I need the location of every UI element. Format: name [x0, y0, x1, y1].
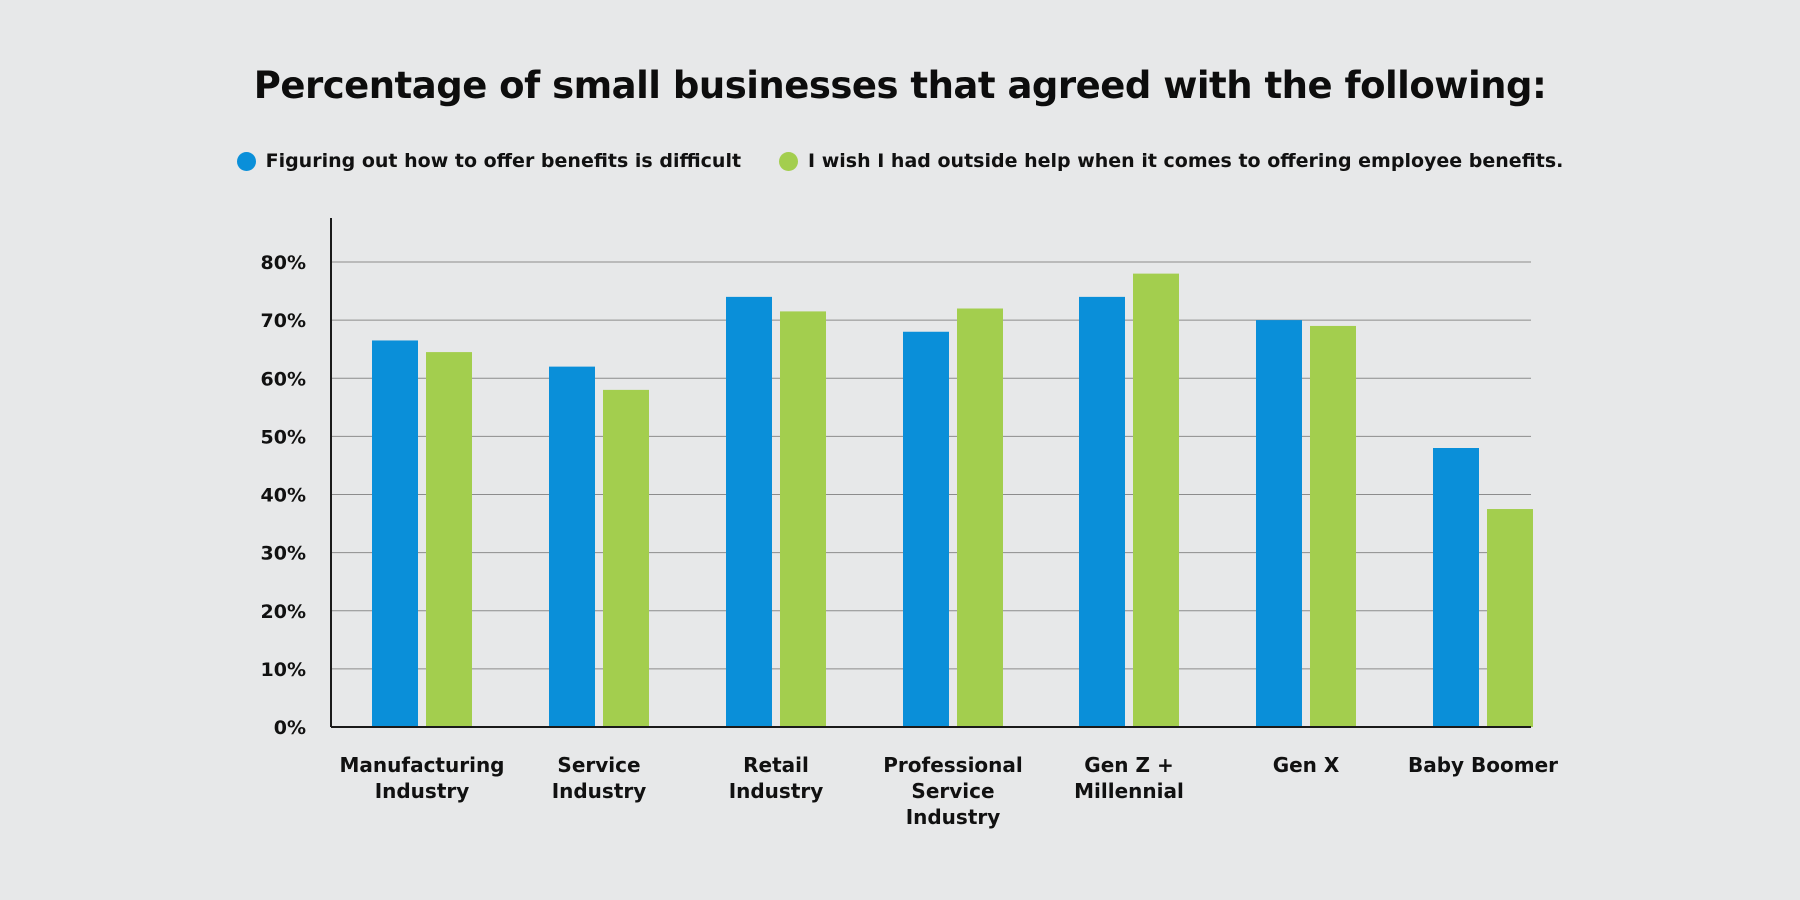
y-tick-label: 0%: [274, 717, 306, 739]
x-category-label-line: Professional: [883, 753, 1023, 777]
x-category-label-line: Manufacturing: [340, 753, 505, 777]
x-category-label: Baby Boomer: [1408, 753, 1558, 777]
y-tick-label: 30%: [261, 543, 306, 565]
y-tick-label: 50%: [261, 426, 306, 448]
bar-difficult: [1433, 448, 1479, 727]
x-category-label: Manufacturing Industry: [340, 753, 505, 803]
legend-item-difficult: Figuring out how to offer benefits is di…: [236, 150, 742, 172]
x-category-label-line: Service: [911, 779, 994, 803]
x-category-label: Gen X: [1273, 753, 1340, 777]
x-category-label: Retail Industry: [729, 753, 824, 803]
bar-outside-help: [957, 308, 1003, 727]
chart-title: Percentage of small businesses that agre…: [253, 64, 1547, 107]
x-category-label-line: Industry: [375, 779, 470, 803]
x-category-label: Professional Service Industry: [883, 753, 1023, 829]
y-tick-label: 10%: [261, 659, 306, 681]
bar-outside-help: [1310, 325, 1356, 727]
x-category-label-line: Millennial: [1074, 779, 1184, 803]
y-tick-label: 70%: [261, 310, 306, 332]
bar-difficult: [903, 331, 949, 727]
bar-outside-help: [780, 311, 826, 727]
bar-outside-help: [1487, 509, 1533, 727]
bar-difficult: [1079, 296, 1125, 727]
x-category-label-line: Gen Z +: [1084, 753, 1173, 777]
x-category-label-line: Industry: [552, 779, 647, 803]
bar-difficult: [726, 296, 772, 727]
y-tick-label: 40%: [261, 485, 306, 507]
bar-outside-help: [603, 389, 649, 727]
legend-label-outside-help: I wish I had outside help when it comes …: [808, 150, 1564, 172]
legend-label-difficult: Figuring out how to offer benefits is di…: [265, 150, 742, 172]
bar-difficult: [549, 366, 595, 727]
y-tick-label: 20%: [261, 601, 306, 623]
x-category-label-line: Service: [557, 753, 640, 777]
y-tick-label: 60%: [261, 368, 306, 390]
x-category-label-line: Industry: [729, 779, 824, 803]
x-category-label-line: Gen X: [1273, 753, 1340, 777]
y-tick-label: 80%: [261, 252, 306, 274]
x-category-label: Service Industry: [552, 753, 647, 803]
bar-outside-help: [426, 352, 472, 727]
legend-swatch-green-icon: [779, 151, 799, 171]
legend-item-outside-help: I wish I had outside help when it comes …: [779, 150, 1563, 172]
bar-difficult: [372, 340, 418, 727]
legend-swatch-blue-icon: [236, 151, 256, 171]
x-category-label-line: Retail: [743, 753, 809, 777]
x-category-label-line: Baby Boomer: [1408, 753, 1558, 777]
x-category-label: Gen Z + Millennial: [1074, 753, 1184, 803]
bar-difficult: [1256, 320, 1302, 727]
chart-legend: Figuring out how to offer benefits is di…: [0, 150, 1800, 172]
bar-outside-help: [1133, 273, 1179, 727]
x-category-label-line: Industry: [906, 805, 1001, 829]
